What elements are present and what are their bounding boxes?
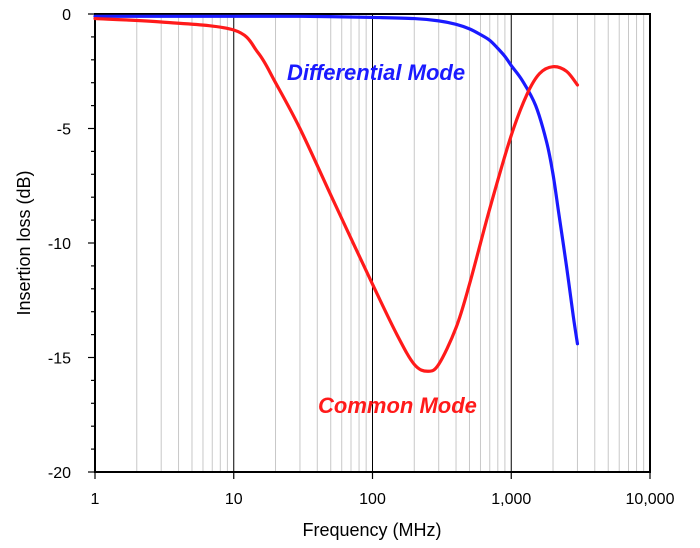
x-tick-label: 1,000 xyxy=(491,491,531,508)
x-tick-label: 100 xyxy=(359,491,386,508)
x-tick-label: 10,000 xyxy=(626,491,675,508)
y-tick-label: -20 xyxy=(48,465,71,482)
series-label-common-mode: Common Mode xyxy=(318,393,477,418)
y-tick-label: -5 xyxy=(57,122,71,139)
x-axis-title: Frequency (MHz) xyxy=(302,520,441,540)
series-line-common-mode xyxy=(93,16,580,373)
y-tick-label: 0 xyxy=(62,7,71,24)
tick-labels: 1 10 100 1,000 10,000 0 -5 -10 -15 -20 xyxy=(48,7,675,508)
y-tick-label: -10 xyxy=(48,236,71,253)
series-line-differential-mode xyxy=(93,14,580,346)
x-tick-label: 10 xyxy=(225,491,243,508)
x-tick-label: 1 xyxy=(91,491,100,508)
y-axis-title: Insertion loss (dB) xyxy=(14,170,34,315)
series-lines xyxy=(93,14,580,373)
grid xyxy=(136,14,645,472)
y-tick-label: -15 xyxy=(48,351,71,368)
axis-ticks xyxy=(88,13,651,479)
series-label-differential-mode: Differential Mode xyxy=(287,60,465,85)
